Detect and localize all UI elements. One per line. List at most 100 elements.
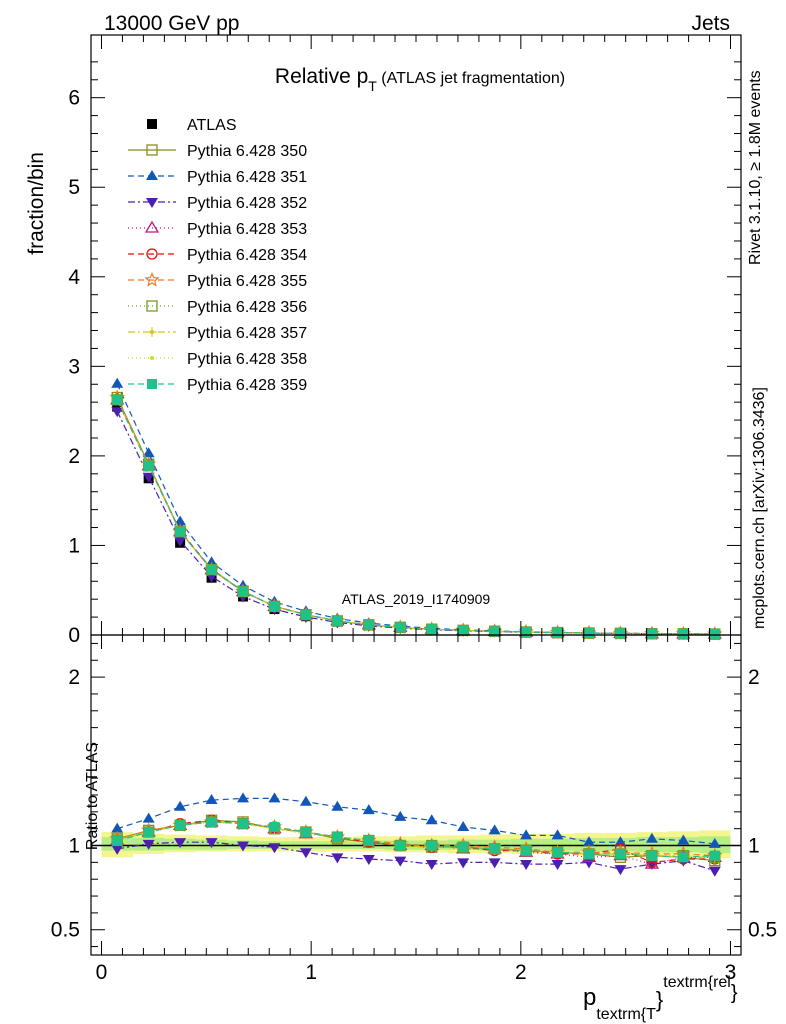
ratio-point-3-12	[488, 858, 501, 869]
ratio-point-2-0	[111, 822, 124, 833]
ratio-point-3-9	[394, 856, 407, 867]
ratio-frame	[90, 634, 742, 956]
main-point-10-17	[646, 628, 657, 639]
main-ytick-label-4: 4	[68, 266, 80, 289]
ratio-point-10-4	[238, 818, 249, 829]
legend-label-8: Pythia 6.428 357	[187, 325, 307, 342]
main-ytick-label-0: 0	[68, 624, 80, 647]
ratio-series-group	[109, 792, 723, 877]
mcplots-credit: mcplots.cern.ch [arXiv:1306.3436]	[751, 387, 768, 629]
ratio-point-3-0	[111, 844, 124, 855]
legend-marker-10	[147, 379, 157, 389]
legend-label-1: Pythia 6.428 350	[187, 143, 307, 160]
legend-marker-8	[147, 327, 157, 337]
ratio-point-3-3	[205, 838, 218, 849]
rivet-info: Rivet 3.1.10, ≥ 1.8M events	[747, 70, 764, 265]
ratio-point-2-9	[394, 810, 407, 821]
main-point-10-14	[552, 627, 563, 638]
ratio-point-3-19	[708, 866, 721, 877]
main-point-10-5	[269, 601, 280, 612]
ratio-point-10-16	[615, 848, 626, 859]
ratio-point-3-14	[551, 860, 564, 871]
main-point-3-1	[142, 472, 155, 483]
xtick-label-3: 3	[725, 961, 737, 984]
main-point-10-1	[143, 460, 154, 471]
ratio-point-2-16	[614, 836, 627, 847]
ratio-point-2-15	[582, 836, 595, 847]
ratio-point-10-6	[300, 827, 311, 838]
main-ytick-label-5: 5	[68, 176, 80, 199]
xtick-label-0: 0	[96, 961, 108, 984]
ratio-point-3-2	[174, 838, 187, 849]
main-point-10-7	[332, 615, 343, 626]
main-point-10-16	[615, 628, 626, 639]
ratio-point-10-14	[552, 847, 563, 858]
legend-marker-2	[146, 170, 158, 180]
main-point-2-2	[174, 515, 187, 526]
legend-label-5: Pythia 6.428 354	[187, 247, 307, 264]
ratio-point-3-16	[614, 865, 627, 876]
ratio-point-3-15	[582, 858, 595, 869]
x-axis-label: ptextrm{T}textrm{rel}	[583, 974, 738, 1023]
xtick-label-2: 2	[515, 961, 527, 984]
ratio-point-2-17	[645, 832, 658, 843]
ratio-point-2-5	[268, 792, 281, 803]
legend-label-9: Pythia 6.428 358	[187, 351, 307, 368]
band-inner-13	[510, 838, 542, 851]
ratio-y-axis-label: Ratio to ATLAS	[84, 742, 101, 850]
legend-marker-7	[146, 300, 158, 312]
ratio-point-10-19	[709, 850, 720, 861]
ratio-point-10-3	[206, 816, 217, 827]
main-point-10-0	[112, 394, 123, 405]
ratio-ytick-label-right-1: 1	[748, 835, 760, 858]
main-point-10-8	[363, 619, 374, 630]
ratio-point-3-11	[457, 858, 470, 869]
ratio-point-3-6	[299, 848, 312, 859]
ratio-axes: 0.5 0.5 1 1 2 2 0 1 2 3	[51, 634, 777, 984]
ratio-point-2-12	[488, 824, 501, 835]
ratio-ytick-label-right-2: 2	[748, 666, 760, 689]
legend-marker-0	[147, 119, 157, 129]
main-point-10-3	[206, 564, 217, 575]
xtick-label-1: 1	[305, 961, 317, 984]
ratio-ytick-label-left-2: 2	[68, 666, 80, 689]
legend-marker-1	[146, 144, 158, 156]
main-point-10-2	[175, 526, 186, 537]
main-point-10-15	[583, 628, 594, 639]
ratio-point-2-3	[205, 794, 218, 805]
ratio-point-10-10	[426, 840, 437, 851]
legend-label-2: Pythia 6.428 351	[187, 169, 307, 186]
legend-marker-4	[144, 220, 160, 233]
y-axis-label: fraction/bin	[25, 152, 48, 255]
main-axes: 0 1 2 3 4 5 6	[68, 34, 742, 647]
ratio-ytick-label-left-1: 1	[68, 835, 80, 858]
ratio-point-2-2	[174, 800, 187, 811]
ratio-point-2-4	[237, 792, 250, 803]
main-point-10-19	[709, 629, 720, 640]
ratio-point-10-5	[269, 822, 280, 832]
legend-marker-9	[150, 356, 154, 360]
ratio-point-2-8	[362, 804, 375, 815]
ratio-point-10-17	[646, 850, 657, 861]
main-ytick-label-3: 3	[68, 355, 80, 378]
ratio-ytick-label-left-0: 0.5	[51, 919, 80, 942]
ratio-point-10-18	[678, 852, 689, 863]
legend-label-6: Pythia 6.428 355	[187, 273, 307, 290]
ratio-point-3-8	[362, 855, 375, 865]
main-point-10-6	[300, 609, 311, 620]
legend-marker-5	[146, 248, 158, 260]
main-point-10-12	[489, 626, 500, 637]
ratio-point-3-10	[425, 860, 438, 871]
ratio-point-2-11	[457, 821, 470, 831]
ratio-point-3-13	[520, 860, 533, 871]
main-point-2-0	[111, 377, 124, 388]
ratio-point-10-12	[489, 843, 500, 854]
ratio-point-2-7	[331, 800, 344, 811]
ratio-point-2-14	[551, 829, 564, 840]
ratio-point-3-5	[268, 843, 281, 854]
main-ytick-label-6: 6	[68, 87, 80, 110]
ratio-point-10-9	[395, 840, 406, 851]
ratio-point-2-10	[425, 814, 438, 825]
legend-label-10: Pythia 6.428 359	[187, 377, 307, 394]
